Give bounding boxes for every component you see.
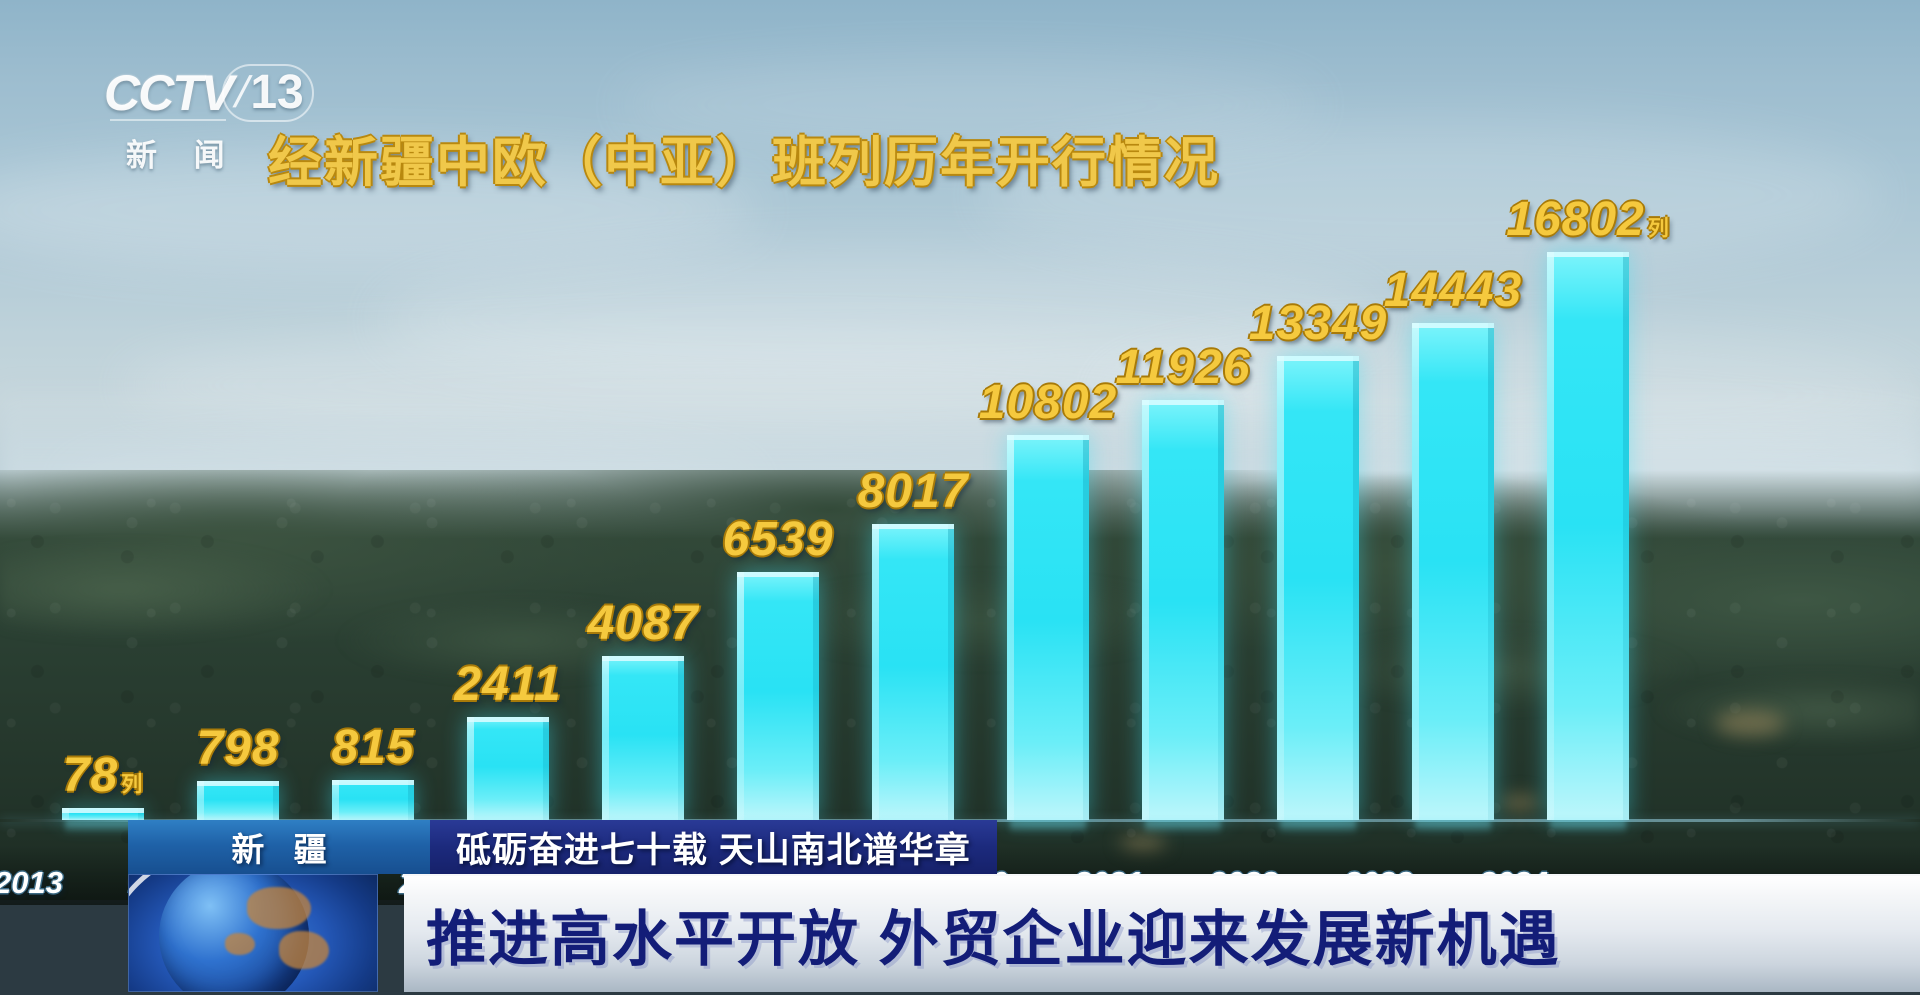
bar-shadow-edge <box>948 524 954 820</box>
bar-reflection <box>1145 820 1221 834</box>
bar <box>602 656 684 820</box>
bar-highlight-edge <box>467 717 474 820</box>
bar-shadow-edge <box>1623 252 1629 820</box>
channel-logo-mark: CCTV / 13 <box>104 62 314 124</box>
cloud <box>380 250 1380 390</box>
lower-third-top-row: 新 疆 砥砺奋进七十载 天山南北谱华章 <box>128 820 997 874</box>
bar-year-label: 2013 <box>0 865 63 900</box>
bar-value-label: 4087 <box>587 597 699 650</box>
bar-value-label: 78 列 <box>62 749 144 802</box>
bar <box>1142 400 1224 820</box>
bar-highlight-edge <box>332 780 339 820</box>
program-bug-graphic <box>128 874 378 992</box>
bar-value-label: 13349 <box>1248 297 1388 350</box>
bar-reflection <box>1010 820 1086 834</box>
bar-column: 2411 <box>454 661 561 834</box>
bar-highlight-edge <box>197 781 204 820</box>
bar <box>1412 323 1494 820</box>
logo-oval-outline-icon <box>222 64 314 122</box>
bar-highlight-edge <box>737 572 744 820</box>
bar-column: 13349 <box>1249 300 1386 834</box>
terrain-patch <box>1500 795 1540 811</box>
globe-landmass <box>225 933 255 955</box>
bar-value-label: 11926 <box>1115 341 1251 394</box>
bar-value-label: 16802 列 <box>1506 193 1670 246</box>
bar <box>1007 435 1089 820</box>
lower-third-banner: 新 疆 砥砺奋进七十载 天山南北谱华章 推进高水平开放 外贸企业迎来发展新机遇 <box>0 820 1920 995</box>
channel-logo: CCTV / 13 新 闻 <box>104 62 314 173</box>
cloud <box>620 60 1320 150</box>
bar-value-label: 6539 <box>722 513 834 566</box>
bar-highlight-edge <box>1412 323 1419 820</box>
bar <box>872 524 954 820</box>
bar-highlight-edge <box>1007 435 1014 820</box>
bar <box>1547 252 1629 820</box>
bar-column: 815 <box>331 724 414 834</box>
bar <box>197 781 279 820</box>
cloud <box>0 150 760 270</box>
bar-reflection <box>1280 820 1356 834</box>
bar-column: 16802 列 <box>1506 196 1669 834</box>
bar-shadow-edge <box>813 572 819 820</box>
bar-shadow-edge <box>1218 400 1224 820</box>
cctv-wordmark: CCTV <box>104 65 234 121</box>
topic-label: 砥砺奋进七十载 天山南北谱华章 <box>456 830 971 870</box>
topic-banner: 砥砺奋进七十载 天山南北谱华章 <box>430 820 997 874</box>
globe-landmass <box>279 931 329 969</box>
bar-value-label: 14443 <box>1383 264 1523 317</box>
bar-shadow-edge <box>1488 323 1494 820</box>
headline-bar: 推进高水平开放 外贸企业迎来发展新机遇 <box>404 874 1920 992</box>
bar-column: 798 <box>196 725 279 834</box>
headline-text: 推进高水平开放 外贸企业迎来发展新机遇 <box>426 905 1561 973</box>
bar-column: 14443 <box>1384 267 1521 834</box>
bar-value-label: 815 <box>331 721 415 774</box>
bar-shadow-edge <box>1353 356 1359 820</box>
bar-shadow-edge <box>273 781 279 820</box>
globe-landmass <box>247 887 311 929</box>
bar-highlight-edge <box>1142 400 1149 820</box>
chart-title: 经新疆中欧（中亚）班列历年开行情况 <box>268 133 1220 193</box>
channel-name-label: 新 闻 <box>126 138 239 173</box>
bar-chart: 201378列201479820158152016241120174087201… <box>0 196 1920 900</box>
bar-reflection <box>1415 820 1491 834</box>
logo-underline-icon <box>110 119 226 121</box>
bar-highlight-edge <box>62 808 69 820</box>
bar-value-label: 8017 <box>857 465 969 518</box>
bar-value-label: 798 <box>196 722 280 775</box>
bar-column: 6539 <box>723 516 832 834</box>
bar-value-label: 2411 <box>454 658 562 711</box>
bar-column: 11926 <box>1116 344 1249 834</box>
bar-column: 78 列 <box>62 752 144 834</box>
terrain-patch <box>1715 710 1785 736</box>
bar-highlight-edge <box>602 656 609 820</box>
bar-value-unit: 列 <box>1647 217 1670 240</box>
bar-value-label: 10802 <box>978 376 1118 429</box>
bar-highlight-edge <box>872 524 879 820</box>
bar <box>737 572 819 820</box>
bar-shadow-edge <box>408 780 414 820</box>
bar-highlight-edge <box>1277 356 1284 820</box>
region-label: 新 疆 <box>231 831 337 868</box>
region-badge: 新 疆 <box>128 820 430 874</box>
bar <box>467 717 549 820</box>
bar-column: 4087 <box>588 600 697 834</box>
bar-highlight-edge <box>1547 252 1554 820</box>
bar-reflection <box>65 820 141 834</box>
bar-value-unit: 列 <box>121 773 144 796</box>
bar-shadow-edge <box>1083 435 1089 820</box>
bar <box>332 780 414 820</box>
bar-shadow-edge <box>678 656 684 820</box>
bar-column: 8017 <box>858 468 967 834</box>
bar-shadow-edge <box>138 808 144 820</box>
bar-shadow-edge <box>543 717 549 820</box>
bar-reflection <box>1550 820 1626 834</box>
bar <box>1277 356 1359 820</box>
bar-column: 10802 <box>979 379 1116 834</box>
cloud <box>980 120 1880 270</box>
bar <box>62 808 144 820</box>
